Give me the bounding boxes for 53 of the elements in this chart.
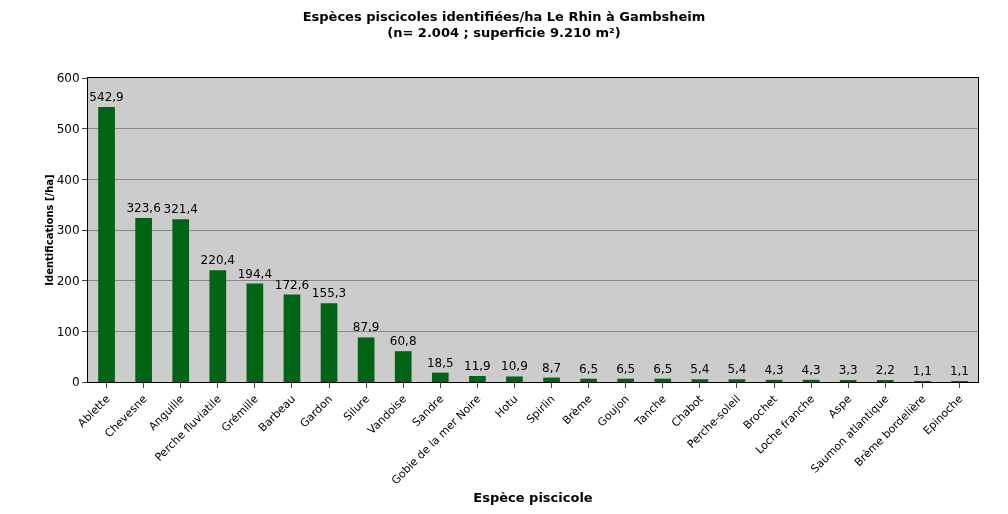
bar [506, 376, 523, 382]
bar [543, 377, 560, 382]
data-label: 5,4 [690, 362, 710, 377]
bar [469, 375, 486, 382]
data-label: 1,1 [949, 364, 969, 378]
y-tick-label: 100 [56, 324, 80, 339]
data-label: 10,9 [501, 359, 528, 374]
data-label: 194,4 [237, 266, 273, 281]
y-tick-label: 600 [56, 71, 80, 86]
x-axis-title: Espèce piscicole [473, 489, 593, 505]
y-tick-label: 0 [71, 375, 80, 390]
data-label: 321,4 [163, 202, 198, 217]
data-label: 155,3 [311, 286, 347, 301]
data-label: 18,5 [426, 355, 454, 370]
bar [172, 219, 190, 382]
data-label: 1,1 [912, 364, 932, 378]
y-tick-label: 200 [56, 273, 80, 288]
data-label: 220,4 [200, 253, 235, 268]
data-label: 6,5 [579, 361, 599, 376]
bar [135, 218, 152, 382]
data-label: 3,3 [838, 363, 858, 377]
bar [617, 378, 635, 382]
chart-title: Espèces piscicoles identifiées/ha Le Rhin à Gambsheim [302, 8, 706, 24]
bar [98, 106, 115, 382]
bar [246, 283, 264, 382]
bar [209, 270, 227, 382]
chart-subtitle: (n= 2.004 ; superficie 9.210 m²) [387, 25, 621, 41]
data-label: 6,5 [653, 361, 673, 376]
data-label: 542,9 [89, 89, 124, 104]
data-label: 323,6 [126, 201, 161, 216]
bar [320, 303, 338, 382]
bar [357, 337, 375, 382]
data-label: 60,8 [389, 334, 417, 349]
data-label: 4,3 [801, 362, 821, 377]
bar [580, 378, 597, 382]
bar [431, 372, 449, 382]
bar [654, 378, 672, 382]
bar [394, 351, 412, 382]
data-label: 4,3 [764, 362, 784, 377]
y-axis-title: Identifications [/ha] [43, 174, 55, 286]
bar [728, 379, 746, 382]
data-label: 2,2 [875, 363, 895, 377]
bar [283, 294, 301, 382]
data-label: 11,9 [464, 358, 491, 373]
data-label: 87,9 [352, 320, 380, 335]
y-tick-label: 500 [56, 121, 80, 136]
data-label: 8,7 [542, 360, 562, 375]
bar [691, 379, 709, 382]
y-tick-label: 400 [56, 172, 80, 187]
data-label: 5,4 [727, 362, 747, 377]
data-label: 172,6 [274, 277, 310, 292]
y-tick-label: 300 [56, 223, 80, 238]
data-label: 6,5 [616, 361, 636, 376]
